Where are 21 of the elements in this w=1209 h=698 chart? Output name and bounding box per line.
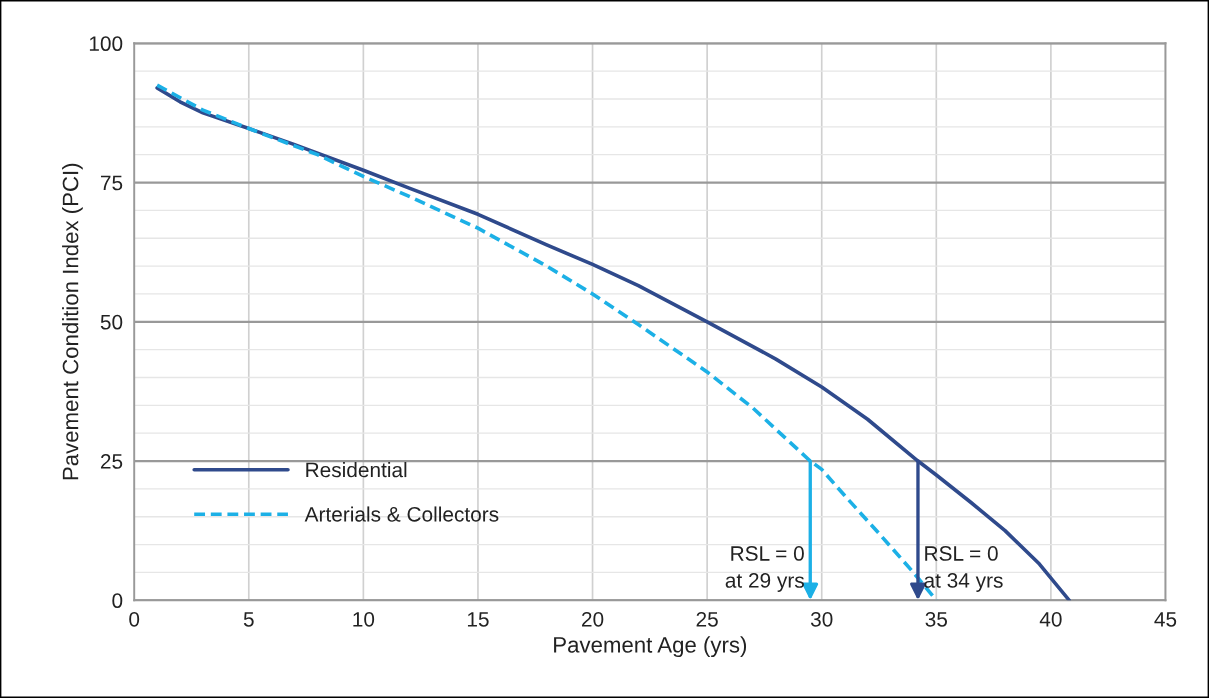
y-tick-label: 50 xyxy=(100,314,123,330)
y-tick-label: 100 xyxy=(89,36,123,52)
x-tick-label: 20 xyxy=(582,611,604,627)
annotation: RSL = 0 at 34 yrs xyxy=(924,546,1003,592)
y-tick-label: 25 xyxy=(100,454,123,469)
x-tick-label: 0 xyxy=(129,611,140,627)
x-tick-label: 25 xyxy=(696,611,718,627)
x-tick-label: 45 xyxy=(1154,612,1177,627)
annotation: RSL = 0 at 29 yrs xyxy=(725,546,804,592)
x-tick-label: 30 xyxy=(810,611,833,627)
x-tick-label: 40 xyxy=(1039,611,1062,627)
y-tick-label: 0 xyxy=(112,593,123,609)
x-tick-label: 15 xyxy=(467,612,489,627)
x-tick-label: 10 xyxy=(353,611,375,627)
x-axis-title: Pavement Age (yrs) xyxy=(554,636,747,658)
y-tick-label: 75 xyxy=(100,175,123,191)
x-tick-label: 5 xyxy=(243,612,254,627)
y-axis-title: Pavement Condition Index (PCI) xyxy=(62,163,83,480)
legend-label: Residential xyxy=(306,461,407,478)
x-tick-label: 35 xyxy=(925,611,948,627)
legend-label: Arterials & Collectors xyxy=(304,506,499,522)
